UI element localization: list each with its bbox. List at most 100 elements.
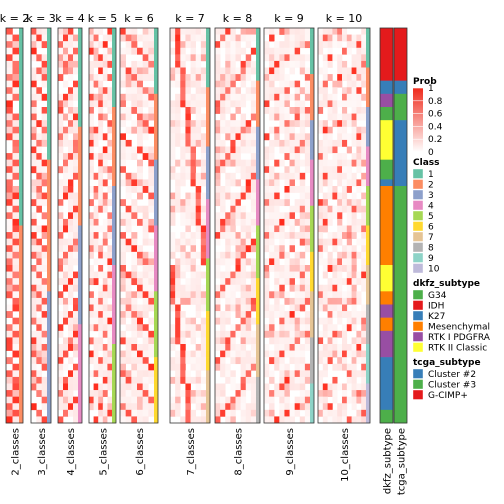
class-bar-cell [366, 107, 370, 114]
heatmap-cell [170, 396, 176, 404]
heatmap-cell [200, 396, 207, 404]
heatmap-cell [98, 225, 104, 233]
class-bar-cell [47, 153, 51, 160]
heatmap-cell [142, 60, 149, 68]
heatmap-cell [58, 74, 64, 81]
heatmap-cell [190, 278, 197, 286]
heatmap-cell [215, 87, 221, 95]
heatmap-cell [245, 363, 252, 371]
heatmap-cell [68, 370, 74, 378]
heatmap-cell [190, 291, 197, 299]
heatmap-cell [327, 390, 333, 397]
class-bar-cell [256, 146, 260, 154]
heatmap-cell [63, 34, 69, 42]
heatmap-cell [125, 172, 132, 180]
heatmap-cell [322, 41, 328, 49]
heatmap-cell [289, 265, 295, 272]
heatmap-cell [131, 409, 138, 417]
class-bar-cell [112, 383, 116, 391]
heatmap-cell [230, 232, 236, 239]
heatmap-cell [351, 297, 357, 305]
heatmap-cell [215, 265, 221, 272]
heatmap-cell [89, 225, 94, 233]
heatmap-cell [294, 153, 301, 160]
heatmap-cell [137, 284, 143, 292]
heatmap-cell [356, 297, 362, 305]
heatmap-cell [279, 376, 285, 384]
heatmap-cell [356, 396, 362, 404]
heatmap-cell [346, 291, 352, 299]
heatmap-cell [12, 218, 20, 226]
heatmap-cell [63, 409, 69, 417]
heatmap-cell [148, 67, 155, 75]
heatmap-cell [137, 416, 143, 424]
class-bar-cell [310, 232, 314, 239]
heatmap-cell [322, 396, 328, 404]
class-bar-cell [112, 251, 116, 259]
heatmap-cell [175, 179, 181, 187]
heatmap-cell [245, 139, 252, 147]
heatmap-cell [250, 304, 257, 312]
heatmap-cell [68, 357, 74, 365]
heatmap-cell [6, 212, 13, 220]
heatmap-cell [240, 232, 247, 239]
class-bar-cell [206, 265, 210, 272]
heatmap-cell [41, 34, 48, 42]
heatmap-cell [250, 383, 257, 391]
heatmap-cell [175, 409, 181, 417]
heatmap-cell [148, 409, 155, 417]
class-bar-cell [78, 41, 82, 49]
heatmap-cell [120, 238, 126, 246]
class-bar-cell [310, 159, 314, 167]
heatmap-cell [131, 100, 138, 108]
class-bar-cell [78, 218, 82, 226]
heatmap-cell [6, 192, 13, 200]
heatmap-cell [63, 60, 69, 68]
heatmap-cell [250, 113, 257, 121]
heatmap-cell [264, 271, 270, 279]
heatmap-cell [98, 265, 104, 272]
heatmap-cell [190, 146, 197, 154]
class-bar-cell [19, 350, 23, 358]
heatmap-cell [274, 297, 280, 305]
heatmap-cell [190, 172, 197, 180]
heatmap-cell [89, 350, 94, 358]
heatmap-cell [41, 403, 48, 411]
heatmap-cell [346, 41, 352, 49]
heatmap-cell [318, 199, 324, 207]
heatmap-cell [175, 74, 181, 81]
heatmap-cell [89, 100, 94, 108]
heatmap-cell [230, 350, 236, 358]
legend-swatch [412, 368, 424, 379]
class-bar-cell [112, 396, 116, 404]
class-bar-cell [154, 363, 158, 371]
heatmap-cell [264, 350, 270, 358]
class-bar-cell [366, 344, 370, 351]
heatmap-cell [185, 278, 191, 286]
heatmap-cell [125, 416, 132, 424]
heatmap-cell [274, 245, 280, 253]
heatmap-cell [230, 409, 236, 417]
heatmap-cell [6, 120, 13, 128]
heatmap-cell [346, 146, 352, 154]
heatmap-cell [327, 409, 333, 417]
heatmap-cell [235, 93, 241, 101]
heatmap-cell [304, 205, 311, 213]
heatmap-cell [342, 291, 348, 299]
heatmap-cell [89, 166, 94, 174]
heatmap-cell [322, 284, 328, 292]
class-bar-cell [310, 311, 314, 318]
heatmap-cell [294, 186, 301, 193]
class-bar-cell [154, 376, 158, 384]
heatmap-cell [180, 218, 186, 226]
heatmap-cell [327, 93, 333, 101]
annotation-cell [394, 93, 407, 121]
heatmap-cell [342, 120, 348, 128]
heatmap-cell [279, 357, 285, 365]
heatmap-cell [279, 100, 285, 108]
heatmap-cell [356, 199, 362, 207]
heatmap-cell [284, 80, 290, 88]
class-bar-cell [310, 80, 314, 88]
heatmap-cell [220, 271, 226, 279]
heatmap-cell [73, 153, 79, 160]
